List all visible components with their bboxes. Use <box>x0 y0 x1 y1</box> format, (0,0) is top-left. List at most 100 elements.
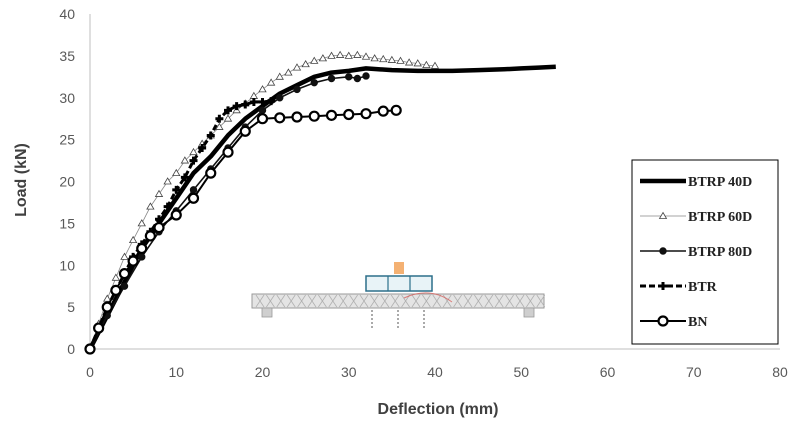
series-layer <box>84 50 556 355</box>
triangle-marker <box>335 50 345 58</box>
beam-hatch <box>526 294 535 308</box>
beam-hatch <box>494 294 504 308</box>
cross-marker <box>232 102 241 111</box>
open-circle-marker <box>239 125 251 137</box>
triangle-marker <box>284 68 293 76</box>
legend-item: BN <box>640 315 707 330</box>
triangle-marker <box>413 59 422 67</box>
beam-hatch <box>359 294 369 308</box>
open-circle-marker <box>291 111 303 123</box>
open-circle-marker <box>84 343 96 355</box>
circle-marker <box>659 247 667 255</box>
circle-marker <box>276 94 284 102</box>
cross-marker <box>206 131 215 140</box>
legend-box <box>631 159 779 345</box>
x-tick-label: 80 <box>772 364 788 380</box>
open-circle-marker <box>101 301 113 313</box>
triangle-marker <box>189 147 198 156</box>
open-circle-marker <box>390 104 402 116</box>
cross-marker <box>189 156 198 165</box>
x-tick-label: 30 <box>341 364 357 380</box>
legend-label: BTR <box>688 280 718 295</box>
cross-marker <box>267 97 276 106</box>
tick-labels: 0 10 20 30 40 50 60 70 80 0 5 10 15 20 25 30 35 40 <box>59 6 788 380</box>
beam-hatch <box>297 294 306 308</box>
legend-item: BTRP 40D <box>640 175 752 190</box>
beam-hatch <box>401 294 410 308</box>
beam-hatch <box>349 294 358 308</box>
beam-hatch <box>255 294 265 308</box>
triangle-marker <box>430 61 440 69</box>
y-tick-label: 15 <box>59 215 75 231</box>
beam-setup-inset-image <box>251 262 546 330</box>
beam-hatch <box>390 294 400 308</box>
triangle-marker <box>361 52 371 60</box>
circle-marker <box>120 282 129 290</box>
beam-hatch <box>266 294 275 308</box>
triangle-marker <box>396 56 405 64</box>
y-axis-label: Load (kN) <box>13 143 30 217</box>
legend-label: BTRP 80D <box>688 245 752 260</box>
triangle-marker <box>404 58 414 66</box>
beam-hatch <box>515 294 525 308</box>
triangle-marker <box>301 59 310 68</box>
circle-marker <box>138 253 146 261</box>
triangle-marker <box>318 54 328 62</box>
y-tick-label: 35 <box>59 48 75 64</box>
open-circle-marker <box>187 192 200 204</box>
open-circle-marker <box>343 108 355 121</box>
open-circle-marker <box>136 242 148 255</box>
beam-hatch <box>328 294 338 308</box>
triangle-marker <box>327 51 336 59</box>
triangle-marker <box>154 189 164 197</box>
plot-axes <box>89 14 780 350</box>
x-tick-label: 70 <box>686 364 702 380</box>
circle-marker <box>345 73 353 81</box>
beam-hatch <box>370 294 379 308</box>
triangle-marker <box>370 54 379 62</box>
open-circle-marker <box>274 112 286 124</box>
triangle-marker <box>215 122 224 130</box>
cross-marker <box>258 97 267 106</box>
cross-marker <box>172 185 181 194</box>
cross-marker <box>241 100 250 109</box>
y-tick-label: 5 <box>67 299 75 315</box>
legend: BTRP 40D BTRP 60D BTRP 80D BTR BN <box>631 159 779 345</box>
triangle-marker <box>658 211 668 219</box>
beam-hatch <box>484 294 494 308</box>
legend-label: BTRP 60D <box>688 210 752 225</box>
cross-marker <box>198 144 207 152</box>
triangle-marker <box>111 273 121 281</box>
triangle-marker <box>292 63 302 71</box>
legend-item: BTRP 80D <box>640 245 752 260</box>
triangle-marker <box>353 50 362 58</box>
open-circle-marker <box>110 284 122 296</box>
triangle-marker <box>258 85 267 93</box>
beam-hatch <box>432 294 442 308</box>
x-tick-label: 60 <box>600 364 616 380</box>
beam-hatch <box>536 294 546 308</box>
triangle-marker <box>120 252 129 260</box>
triangle-marker <box>344 51 353 59</box>
beam-hatch <box>442 294 452 308</box>
beam-hatch <box>276 294 286 308</box>
open-circle-marker <box>657 315 669 327</box>
legend-label: BTRP 40D <box>688 175 752 190</box>
open-circle-marker <box>222 146 234 158</box>
open-circle-marker <box>118 268 131 280</box>
x-axis-label: Deflection (mm) <box>378 401 499 418</box>
open-circle-marker <box>170 209 182 221</box>
y-tick-label: 30 <box>59 90 75 106</box>
circle-marker <box>293 85 301 94</box>
open-circle-marker <box>153 221 165 234</box>
open-circle-marker <box>93 322 105 334</box>
cross-marker <box>155 215 163 224</box>
left-support <box>261 307 273 318</box>
right-support <box>523 307 535 318</box>
loading-spreader-beam <box>365 275 433 292</box>
open-circle-marker <box>325 109 338 121</box>
cross-marker <box>215 114 224 123</box>
open-circle-marker <box>144 230 156 242</box>
beam-hatch <box>380 294 390 308</box>
